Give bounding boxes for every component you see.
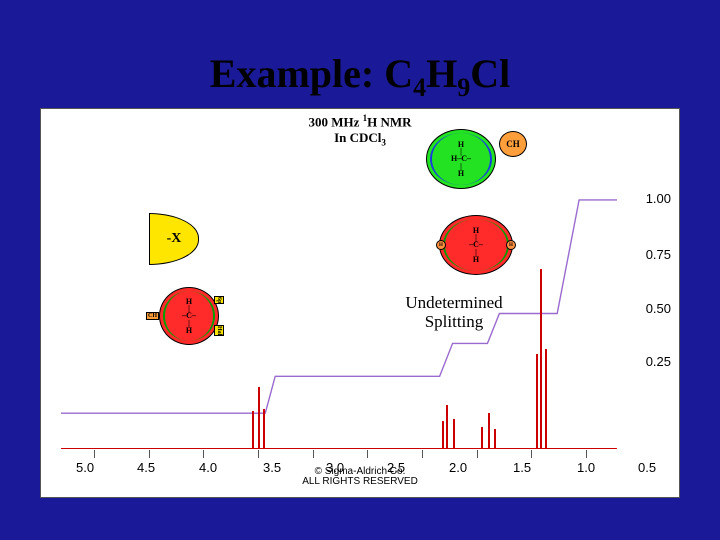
xaxis-tick xyxy=(149,450,150,458)
peak xyxy=(442,421,444,449)
title-H: H xyxy=(426,51,457,96)
badge-ch2-red-left: H | –C– | H CH 6p Hal xyxy=(159,287,219,345)
hdr-a: 300 MHz xyxy=(308,114,362,129)
peak xyxy=(258,387,260,449)
undet-1: Undetermined xyxy=(405,293,502,312)
slide-title: Example: C4H9Cl xyxy=(0,50,720,103)
yaxis-0.25: 0.25 xyxy=(646,354,671,369)
peak xyxy=(446,405,448,449)
xaxis-tick xyxy=(313,450,314,458)
title-4: 4 xyxy=(413,73,426,102)
side-hal: Hal xyxy=(214,325,224,336)
xaxis-tick xyxy=(586,450,587,458)
x-label: -X xyxy=(167,231,182,247)
copyright-2: ALL RIGHTS RESERVED xyxy=(302,476,418,487)
xaxis-tick xyxy=(422,450,423,458)
title-C: C xyxy=(384,51,413,96)
arc-icon xyxy=(443,219,509,271)
peak xyxy=(536,354,538,449)
hdr-sub: 3 xyxy=(381,138,386,148)
baseline xyxy=(61,448,617,449)
xaxis-tick xyxy=(258,450,259,458)
peak xyxy=(488,413,490,449)
xaxis-tick xyxy=(477,450,478,458)
undetermined-label: Undetermined Splitting xyxy=(379,294,529,331)
copyright: © Sigma-Aldrich Co. ALL RIGHTS RESERVED xyxy=(41,467,679,487)
badge-ch3-green: H | H–C– | H xyxy=(426,129,496,189)
title-9: 9 xyxy=(457,73,470,102)
arc-icon xyxy=(430,133,492,185)
spectrum-panel: 300 MHz 1H NMR In CDCl3 1.00 0.75 0.50 0… xyxy=(40,108,680,498)
mini-orange-l: H xyxy=(436,240,446,250)
peak xyxy=(252,411,254,449)
hdr-b: H NMR xyxy=(367,114,411,129)
badge-ch2-red-right: H | –C– | H H H xyxy=(439,215,513,275)
side-6p: 6p xyxy=(214,296,224,304)
peak xyxy=(263,409,265,449)
integral-trace xyxy=(61,174,617,456)
panel-header: 300 MHz 1H NMR In CDCl3 xyxy=(41,113,679,148)
spectrum-plot xyxy=(61,174,617,455)
title-Cl: Cl xyxy=(470,51,510,96)
xaxis-tick xyxy=(531,450,532,458)
xaxis-tick xyxy=(203,450,204,458)
peak xyxy=(453,419,455,449)
yaxis-0.75: 0.75 xyxy=(646,247,671,262)
xaxis-tick xyxy=(367,450,368,458)
peak xyxy=(545,349,547,449)
slide-root: Example: C4H9Cl 300 MHz 1H NMR In CDCl3 … xyxy=(0,0,720,540)
title-prefix: Example: xyxy=(210,51,384,96)
undet-2: Splitting xyxy=(425,312,484,331)
arc-icon xyxy=(163,291,215,341)
xaxis-tick xyxy=(94,450,95,458)
side-ch: CH xyxy=(146,312,159,320)
hdr-c: In CDCl xyxy=(334,130,381,145)
yaxis-0.50: 0.50 xyxy=(646,301,671,316)
peak xyxy=(481,427,483,449)
ch-label: CH xyxy=(506,139,520,149)
mini-orange-r: H xyxy=(506,240,516,250)
peak xyxy=(540,269,542,449)
badge-ch-orange: CH xyxy=(499,131,527,157)
yaxis-1.00: 1.00 xyxy=(646,191,671,206)
peak xyxy=(494,429,496,449)
